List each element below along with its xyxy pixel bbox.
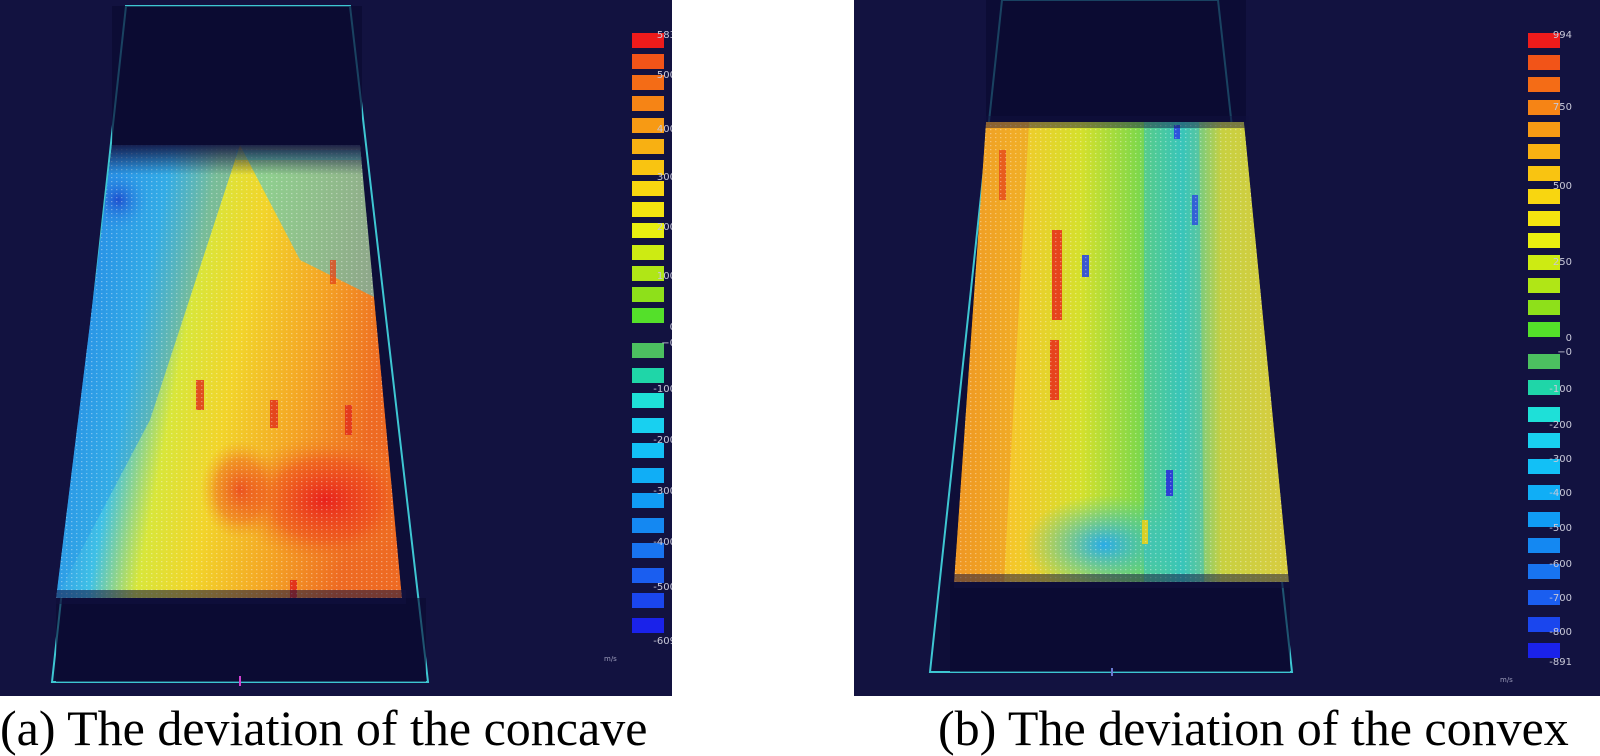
legend-swatch-positive [1528, 233, 1560, 248]
legend-tick-label: -600 [1549, 559, 1572, 570]
legend-swatch-positive [1528, 278, 1560, 293]
legend-tick-label: 0 [1565, 333, 1572, 344]
legend-min-label: -609 [653, 636, 672, 647]
legend-unit-label: m/s [1500, 676, 1513, 684]
caption-convex: (b) The deviation of the convex [938, 700, 1569, 756]
legend-swatch-positive [1528, 33, 1560, 48]
legend-swatch-negative [632, 443, 664, 458]
legend-tick-label: 400 [656, 124, 672, 135]
legend-swatch-positive [1528, 122, 1560, 137]
legend-tick-label: 200 [656, 222, 672, 233]
legend-tick-label: 750 [1552, 102, 1572, 113]
concave-surface-scene [50, 5, 430, 686]
concave-color-legend: 583 500 400 300 200 100 0 −0 -100 -200 -300 -400 -50… [604, 0, 672, 696]
legend-swatch-positive [632, 33, 664, 48]
legend-swatch-positive [1528, 144, 1560, 159]
legend-unit-label: m/s [604, 655, 617, 663]
legend-swatch-negative [632, 393, 664, 408]
legend-swatch-positive [632, 202, 664, 217]
legend-swatch-negative [1528, 407, 1560, 422]
legend-swatch-negative [632, 543, 664, 558]
legend-swatch-negative [632, 418, 664, 433]
legend-swatch-positive [1528, 322, 1560, 337]
legend-swatch-positive [632, 223, 664, 238]
legend-tick-label: -300 [1549, 454, 1572, 465]
legend-swatch-negative [1528, 485, 1560, 500]
legend-swatch-positive [632, 75, 664, 90]
legend-swatch-positive [1528, 255, 1560, 270]
legend-swatch-negative [1528, 459, 1560, 474]
legend-swatch-negative [1528, 512, 1560, 527]
legend-tick-label: -100 [1549, 384, 1572, 395]
legend-tick-label: -400 [653, 537, 672, 548]
deviation-plot-convex: 994 750 500 250 0 −0 -100 -200 -300 -400 -500 -600 -… [854, 0, 1600, 696]
legend-min-label: -891 [1549, 657, 1572, 668]
caption-concave: (a) The deviation of the concave [0, 700, 648, 756]
legend-swatch-positive [632, 160, 664, 175]
legend-tick-label: -400 [1549, 488, 1572, 499]
legend-tick-label: -700 [1549, 593, 1572, 604]
legend-swatch-negative [632, 368, 664, 383]
legend-swatch-positive [632, 54, 664, 69]
legend-tick-label: 100 [656, 271, 672, 282]
legend-swatch-positive [1528, 77, 1560, 92]
legend-tick-label: 0 [616, 323, 672, 333]
legend-swatch-negative [632, 518, 664, 533]
legend-swatch-negative [1528, 538, 1560, 553]
legend-tick-label: 250 [1552, 257, 1572, 268]
legend-swatch-negative [632, 493, 664, 508]
legend-swatch-negative [1528, 380, 1560, 395]
legend-swatch-positive [632, 287, 664, 302]
legend-swatch-positive [1528, 100, 1560, 115]
legend-swatch-positive [632, 266, 664, 281]
legend-tick-label: -200 [1549, 420, 1572, 431]
legend-tick-label: -200 [653, 435, 672, 446]
legend-swatch-positive [632, 139, 664, 154]
legend-swatch-negative [1528, 590, 1560, 605]
legend-tick-label: -500 [1549, 523, 1572, 534]
legend-max-label: 583 [656, 30, 672, 41]
legend-swatch-positive [1528, 166, 1560, 181]
legend-swatch-positive [632, 181, 664, 196]
legend-swatch-positive [1528, 211, 1560, 226]
legend-swatch-negative [1528, 564, 1560, 579]
convex-surface-scene [928, 0, 1294, 676]
legend-tick-label: 500 [656, 70, 672, 81]
legend-tick-label: −0 [1557, 347, 1572, 358]
legend-swatch-positive [632, 96, 664, 111]
legend-swatch-negative [632, 468, 664, 483]
legend-swatch-negative [632, 568, 664, 583]
legend-tick-label: -500 [653, 582, 672, 593]
legend-tick-label: −0 [661, 338, 672, 349]
legend-tick-label: -800 [1549, 627, 1572, 638]
legend-swatch-positive [632, 308, 664, 323]
legend-swatch-negative [1528, 354, 1560, 369]
legend-tick-label: 500 [1552, 181, 1572, 192]
legend-swatch-positive [1528, 55, 1560, 70]
legend-swatch-negative [632, 343, 664, 358]
legend-swatch-negative [1528, 643, 1560, 658]
convex-color-legend: 994 750 500 250 0 −0 -100 -200 -300 -400 -500 -600 -… [1500, 0, 1600, 696]
legend-max-label: 994 [1552, 30, 1572, 41]
legend-swatch-negative [632, 618, 664, 633]
legend-tick-label: -100 [653, 384, 672, 395]
legend-swatch-positive [1528, 300, 1560, 315]
legend-tick-label: -300 [653, 486, 672, 497]
deviation-plot-concave: 583 500 400 300 200 100 0 −0 -100 -200 -300 -400 -50… [0, 0, 672, 696]
legend-swatch-positive [632, 118, 664, 133]
legend-tick-label: 300 [656, 172, 672, 183]
legend-swatch-negative [1528, 617, 1560, 632]
legend-swatch-positive [1528, 189, 1560, 204]
legend-swatch-negative [632, 593, 664, 608]
legend-swatch-positive [632, 245, 664, 260]
legend-swatch-negative [1528, 433, 1560, 448]
